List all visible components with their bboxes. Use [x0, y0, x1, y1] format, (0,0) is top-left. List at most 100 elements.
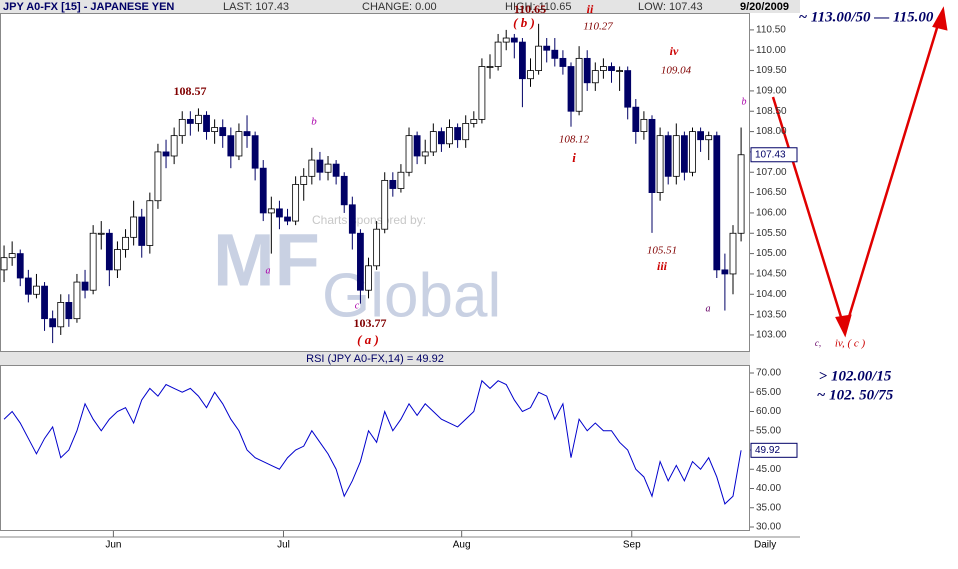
- candle-body: [24, 277, 32, 295]
- candle-body: [324, 163, 332, 173]
- candle-body: [308, 159, 316, 177]
- annotation: iv, ( c ): [835, 338, 866, 350]
- candle-body: [284, 216, 291, 222]
- candle-body: [494, 41, 502, 67]
- candle-body: [65, 302, 73, 320]
- candle-body: [33, 285, 40, 295]
- header-change: CHANGE: 0.00: [362, 1, 437, 13]
- y-tick-label: 30.00: [756, 522, 781, 533]
- candle-body: [527, 70, 534, 80]
- candle-body: [170, 135, 178, 157]
- candle-body: [680, 135, 688, 173]
- candle-body: [122, 236, 129, 250]
- x-tick-label: Aug: [453, 540, 471, 551]
- y-tick-label: 70.00: [756, 368, 781, 379]
- forecast-arrows: [771, 6, 948, 338]
- watermark-logo: MF: [213, 219, 320, 302]
- candle-body: [73, 281, 81, 320]
- annotation: ~ 113.00/50 — 115.00: [799, 9, 934, 25]
- candle-body: [154, 151, 162, 202]
- candle-body: [243, 131, 251, 137]
- candle-body: [97, 232, 105, 235]
- y-tick-label: 105.00: [756, 248, 787, 259]
- rsi-frame: [0, 365, 750, 531]
- candle-body: [16, 253, 24, 279]
- candle-body: [186, 118, 194, 124]
- y-tick-label: 60.00: [756, 406, 781, 417]
- candle-body: [713, 135, 721, 271]
- candle-body: [462, 123, 470, 141]
- rsi-title: RSI (JPY A0-FX,14) = 49.92: [306, 353, 444, 365]
- header-last: LAST: 107.43: [223, 1, 289, 13]
- annotation: iv: [670, 44, 679, 58]
- x-axis-label: Daily: [754, 540, 776, 551]
- candle-body: [251, 135, 259, 169]
- header-date: 9/20/2009: [740, 1, 789, 13]
- candle-body: [446, 127, 453, 145]
- forecast-path: [771, 17, 942, 335]
- y-tick-label: 104.00: [756, 289, 787, 300]
- last-value-box: [750, 147, 798, 163]
- annotation: 109.04: [661, 65, 692, 77]
- candle-body: [227, 135, 235, 157]
- x-tick-label: Jun: [105, 540, 121, 551]
- candle-body: [267, 208, 275, 214]
- watermark-caption: Charts sponsored by:: [312, 213, 426, 227]
- candle-body: [729, 232, 737, 275]
- annotation: > 102.00/15: [819, 368, 892, 384]
- candle-body: [162, 151, 170, 157]
- candle-body: [438, 131, 445, 145]
- y-tick-label: 103.50: [756, 309, 787, 320]
- candle-body: [89, 232, 97, 291]
- candle-body: [397, 171, 405, 189]
- candle-body: [235, 131, 243, 157]
- candle-body: [340, 175, 348, 206]
- candle-body: [519, 41, 526, 80]
- y-tick-label: 108.00: [756, 126, 787, 137]
- candle-body: [365, 265, 372, 291]
- candle-body: [616, 70, 624, 72]
- rsi-line: [3, 379, 742, 505]
- candle-body: [664, 135, 672, 177]
- candle-body: [105, 232, 113, 271]
- candle-body: [300, 175, 308, 185]
- y-tick-label: 40.00: [756, 483, 781, 494]
- candle-body: [413, 135, 421, 157]
- candle-body: [203, 114, 210, 132]
- candle-body: [632, 106, 640, 132]
- candle-body: [429, 131, 437, 153]
- rsi-title-bar: [0, 352, 750, 365]
- annotation: c,: [815, 338, 821, 348]
- candle-body: [478, 66, 486, 120]
- candle-body: [211, 127, 219, 132]
- candle-body: [454, 127, 462, 141]
- annotation: c: [355, 300, 360, 311]
- candle-body: [705, 135, 713, 141]
- annotation: b: [311, 116, 317, 128]
- y-tick-label: 106.50: [756, 187, 787, 198]
- candle-body: [648, 118, 656, 193]
- annotation: ( b ): [513, 15, 535, 30]
- arrow-head: [835, 314, 852, 338]
- y-tick-label: 110.50: [756, 25, 786, 36]
- candle-body: [348, 204, 356, 234]
- annotation: a: [266, 265, 271, 276]
- candle-body: [575, 57, 583, 112]
- y-tick-label: 109.00: [756, 86, 787, 97]
- candle-body: [381, 179, 389, 230]
- candle-body: [219, 127, 227, 137]
- candles: [0, 23, 745, 344]
- candle-body: [583, 57, 591, 84]
- header-bar: [0, 0, 800, 13]
- candle-body: [624, 70, 632, 108]
- arrow-head: [932, 6, 948, 31]
- candle-body: [656, 135, 664, 193]
- candle-body: [697, 131, 704, 141]
- candle-body: [8, 253, 16, 259]
- candle-body: [543, 45, 551, 51]
- annotation: ( a ): [357, 332, 379, 347]
- x-tick-label: Sep: [623, 540, 641, 551]
- last-value-label: 49.92: [755, 445, 780, 456]
- last-value-box: [750, 442, 798, 458]
